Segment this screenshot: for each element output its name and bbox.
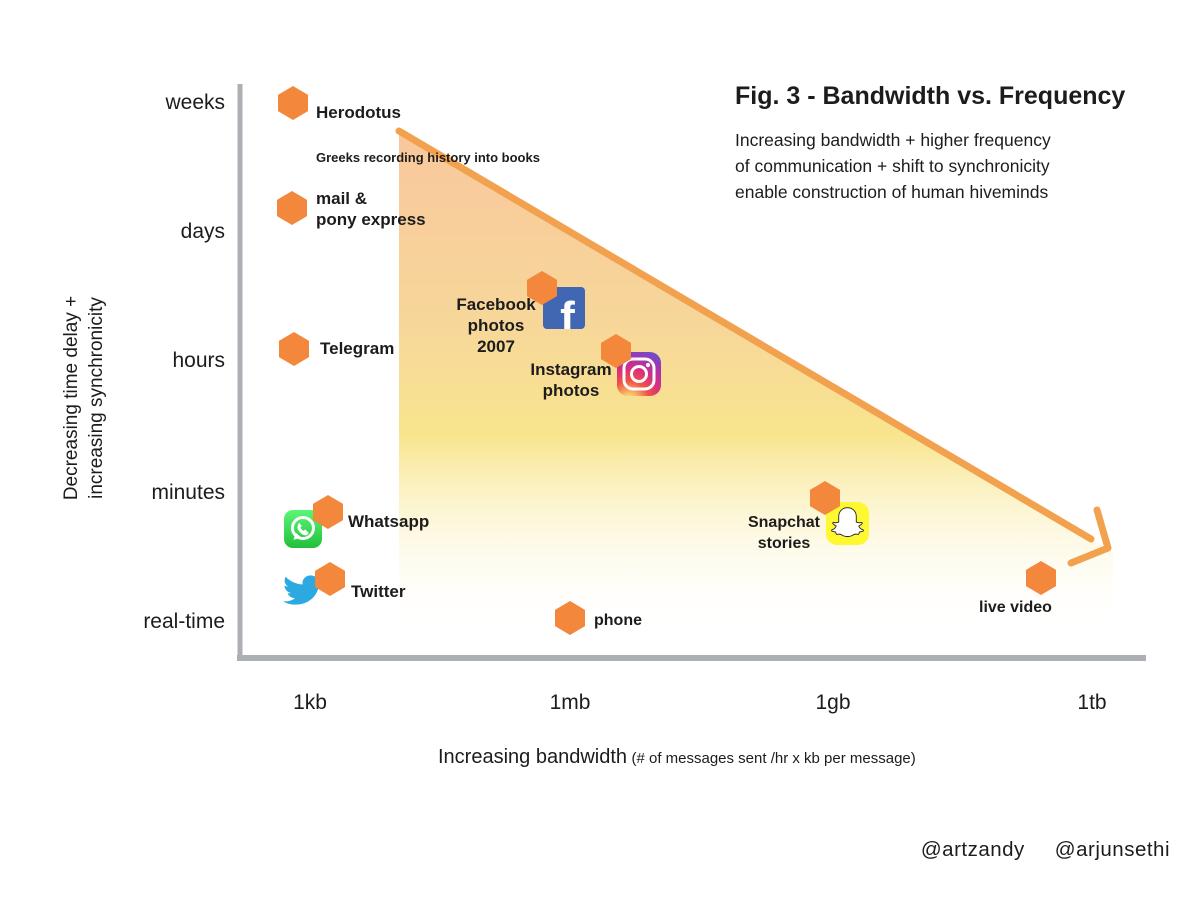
point-label-live-video: live video <box>979 599 1052 616</box>
credit-handle-artzandy: @artzandy <box>920 838 1025 861</box>
y-tick-hours: hours <box>172 349 225 372</box>
x-tick-1tb: 1tb <box>1077 691 1107 714</box>
point-label-text: Herodotus <box>316 103 401 122</box>
point-label-snapchat-stories: Snapchat stories <box>747 514 820 552</box>
twitter-bird-glyph <box>283 575 323 605</box>
point-label-herodotus: Herodotus Greeks recording history into … <box>316 81 540 189</box>
y-axis-title: Decreasing time delay + increasing synch… <box>61 295 107 501</box>
y-tick-minutes: minutes <box>151 481 225 504</box>
x-axis-title-text: Increasing bandwidth <box>438 746 628 768</box>
point-label-twitter: Twitter <box>351 582 406 601</box>
snapchat-ghost-glyph <box>831 507 864 537</box>
instagram-icon <box>617 352 661 396</box>
point-label-whatsapp: Whatsapp <box>348 512 430 531</box>
point-label-facebook-photos: Facebook photos 2007 <box>456 295 536 356</box>
trend-gradient-wedge <box>399 131 1113 650</box>
point-sublabel-text: Greeks recording history into books <box>316 150 540 165</box>
credits: @artzandy @arjunsethi <box>880 838 1170 862</box>
x-tick-1gb: 1gb <box>815 691 851 714</box>
point-label-mail-pony-express: mail & pony express <box>316 189 426 229</box>
y-tick-days: days <box>180 220 225 243</box>
x-axis-title: Increasing bandwidth (# of messages sent… <box>438 746 916 769</box>
facebook-f-glyph: f <box>560 293 575 330</box>
point-label-phone: phone <box>594 612 642 629</box>
trend-arrow-line <box>395 127 1095 543</box>
x-axis-title-note: (# of messages sent /hr x kb per message… <box>631 750 916 767</box>
instagram-camera-glyph <box>622 357 656 391</box>
y-tick-realtime: real-time <box>143 610 225 633</box>
point-label-instagram-photos: Instagram photos <box>530 360 612 400</box>
point-label-telegram: Telegram <box>320 339 395 358</box>
y-tick-weeks: weeks <box>165 91 225 114</box>
figure-title: Fig. 3 - Bandwidth vs. Frequency <box>735 82 1126 110</box>
twitter-icon <box>283 572 323 613</box>
snapchat-icon <box>826 502 869 545</box>
x-tick-1kb: 1kb <box>293 691 327 714</box>
credit-handle-arjunsethi: @arjunsethi <box>1054 838 1170 861</box>
whatsapp-phone-glyph <box>291 516 315 540</box>
x-tick-1mb: 1mb <box>549 691 591 714</box>
trend-arrowhead-icon <box>1067 506 1112 567</box>
figure-subtitle: Increasing bandwidth + higher frequency … <box>735 130 1051 202</box>
